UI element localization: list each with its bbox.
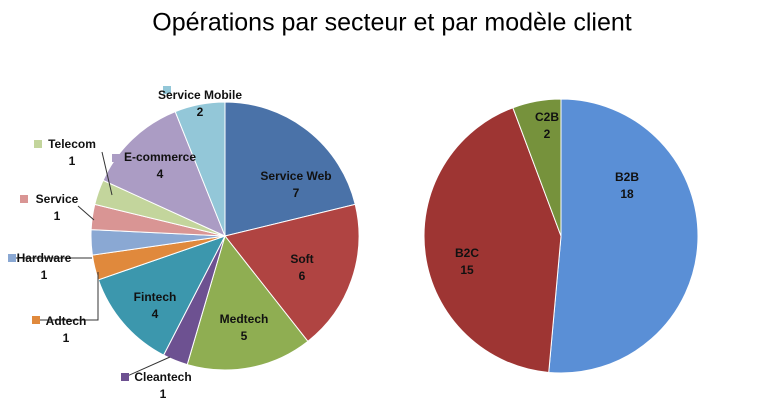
slice-label: E-commerce <box>124 150 196 164</box>
slice-label: Telecom <box>48 137 96 151</box>
pie-slice <box>548 98 699 374</box>
slice-label: Service <box>36 192 79 206</box>
leader-line <box>124 356 171 378</box>
pie-slice <box>186 234 309 371</box>
chart-title: Opérations par secteur et par modèle cli… <box>152 9 631 37</box>
legend-marker <box>20 195 28 203</box>
slice-value: 1 <box>69 154 76 168</box>
pie-slice <box>423 107 562 373</box>
legend-marker <box>112 154 120 162</box>
pie-slice <box>224 203 360 343</box>
legend-marker <box>34 140 42 148</box>
slice-value: 2 <box>197 105 204 119</box>
leader-line <box>101 151 113 196</box>
pie-slice <box>97 235 227 356</box>
slice-value: 6 <box>299 269 306 283</box>
slice-value: 1 <box>160 387 167 401</box>
slice-label: Hardware <box>17 251 72 265</box>
slice-value: 2 <box>544 127 551 141</box>
leader-line <box>36 272 99 321</box>
slice-label: Service Mobile <box>158 88 242 102</box>
slice-value: 7 <box>293 186 300 200</box>
slice-value: 18 <box>620 187 634 201</box>
pie-slice <box>512 98 562 237</box>
slice-label: C2B <box>535 110 559 124</box>
slice-value: 1 <box>41 268 48 282</box>
pie-slice <box>174 101 226 237</box>
leader-line <box>77 205 95 221</box>
slice-label: Fintech <box>134 290 177 304</box>
pie-slice <box>224 101 356 237</box>
slice-label: B2C <box>455 246 479 260</box>
slice-label: Medtech <box>220 312 269 326</box>
slice-label: Adtech <box>46 314 87 328</box>
slice-label: Cleantech <box>134 370 191 384</box>
slice-label: B2B <box>615 170 639 184</box>
pie-slice <box>102 110 226 237</box>
slice-value: 1 <box>63 331 70 345</box>
slice-label: Soft <box>290 252 313 266</box>
slice-value: 4 <box>157 167 164 181</box>
slice-value: 1 <box>54 209 61 223</box>
slice-value: 5 <box>241 329 248 343</box>
legend-marker <box>8 254 16 262</box>
legend-marker <box>32 316 40 324</box>
slice-label: Service Web <box>260 169 331 183</box>
slice-value: 15 <box>460 263 474 277</box>
slice-value: 4 <box>152 307 159 321</box>
legend-marker <box>163 86 171 94</box>
legend-marker <box>121 373 129 381</box>
